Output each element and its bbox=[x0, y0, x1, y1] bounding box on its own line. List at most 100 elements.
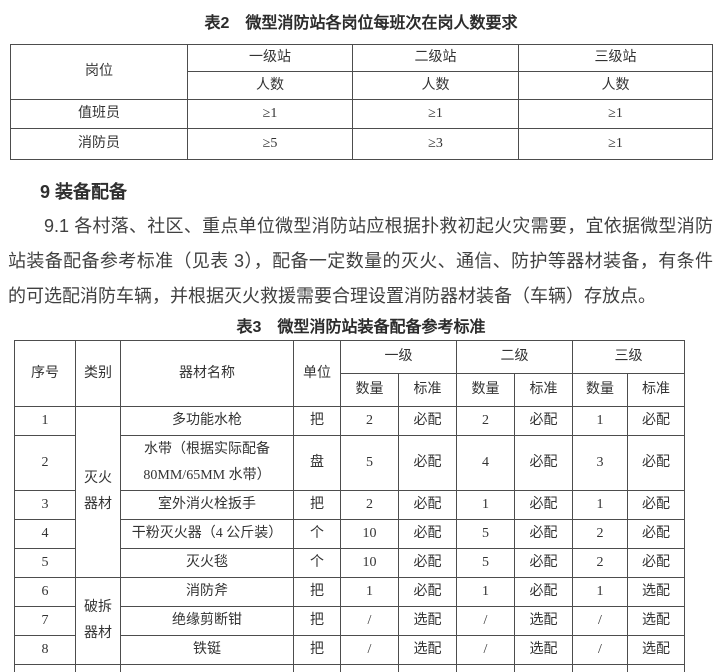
unit-cell: 把 bbox=[293, 406, 341, 436]
std-cell: 选配 bbox=[627, 606, 685, 636]
header-std: 标准 bbox=[514, 373, 573, 407]
header-post: 岗位 bbox=[10, 44, 188, 100]
staffing-header-row-2: 人数 人数 人数 bbox=[11, 71, 713, 100]
qty-cell: 1 bbox=[572, 490, 628, 520]
std-cell: 选配 bbox=[514, 606, 573, 636]
header-equipment-name: 器材名称 bbox=[120, 340, 294, 407]
category-forcible-entry: 破拆器材 bbox=[75, 577, 121, 665]
qty-cell: 1 bbox=[572, 406, 628, 436]
staffing-header-row-1: 岗位 一级站 二级站 三级站 bbox=[10, 44, 713, 100]
std-cell: 选配 bbox=[514, 635, 573, 665]
std-cell: 必配 bbox=[514, 577, 573, 607]
qty-cell: 2 bbox=[340, 490, 399, 520]
qty-cell: / bbox=[340, 606, 399, 636]
header-category: 类别 bbox=[75, 340, 121, 407]
header-qty: 数量 bbox=[340, 373, 399, 407]
empty-cell bbox=[75, 664, 121, 672]
std-cell: 必配 bbox=[514, 406, 573, 436]
std-cell: 必配 bbox=[398, 435, 457, 491]
std-cell: 必配 bbox=[627, 435, 685, 491]
seq-cell: 8 bbox=[14, 635, 76, 665]
qty-cell: / bbox=[340, 635, 399, 665]
equipment-header-row-1: 序号 类别 器材名称 单位 一级 二级 三级 bbox=[14, 340, 685, 407]
qty-cell: 10 bbox=[340, 548, 399, 578]
cell-value: ≥1 bbox=[518, 99, 713, 129]
table-row: 1 灭火器材 多功能水枪 把 2 必配 2 必配 1 必配 bbox=[14, 406, 685, 578]
unit-cell: 把 bbox=[293, 577, 341, 607]
header-level-3: 三级 bbox=[572, 340, 685, 374]
table-row: 2 水带（根据实际配备 80MM/65MM 水带） 盘 5 必配 4 必配 3 … bbox=[14, 435, 685, 491]
empty-cell bbox=[456, 664, 515, 672]
qty-cell: 4 bbox=[456, 435, 515, 491]
unit-cell: 把 bbox=[293, 606, 341, 636]
equipment-name-cell: 铁铤 bbox=[120, 635, 294, 665]
empty-cell bbox=[14, 664, 76, 672]
std-cell: 必配 bbox=[514, 519, 573, 549]
seq-cell: 3 bbox=[14, 490, 76, 520]
cell-value: ≥5 bbox=[187, 128, 353, 160]
seq-cell: 4 bbox=[14, 519, 76, 549]
header-station-2: 二级站 bbox=[352, 44, 519, 72]
qty-cell: 5 bbox=[456, 519, 515, 549]
qty-cell: 1 bbox=[340, 577, 399, 607]
table2-caption: 表2 微型消防站各岗位每班次在岗人数要求 bbox=[204, 15, 518, 32]
std-cell: 必配 bbox=[398, 577, 457, 607]
header-qty: 数量 bbox=[456, 373, 515, 407]
std-cell: 必配 bbox=[514, 548, 573, 578]
std-cell: 必配 bbox=[627, 406, 685, 436]
equipment-name-cell: 干粉灭火器（4 公斤装） bbox=[120, 519, 294, 549]
staffing-table: 岗位 一级站 二级站 三级站 人数 人数 人数 值班员 ≥1 ≥1 ≥1 消防员… bbox=[10, 44, 713, 160]
seq-cell: 2 bbox=[14, 435, 76, 491]
qty-cell: 1 bbox=[456, 490, 515, 520]
qty-cell: 1 bbox=[456, 577, 515, 607]
seq-cell: 1 bbox=[14, 406, 76, 436]
qty-cell: / bbox=[456, 606, 515, 636]
qty-cell: / bbox=[572, 606, 628, 636]
std-cell: 必配 bbox=[398, 406, 457, 436]
qty-cell: 1 bbox=[572, 577, 628, 607]
qty-cell: 2 bbox=[456, 406, 515, 436]
cell-value: ≥3 bbox=[352, 128, 519, 160]
std-cell: 必配 bbox=[514, 435, 573, 491]
qty-cell: 5 bbox=[456, 548, 515, 578]
std-cell: 选配 bbox=[627, 577, 685, 607]
clipped-next-row bbox=[14, 664, 685, 672]
unit-cell: 把 bbox=[293, 490, 341, 520]
unit-cell: 把 bbox=[293, 635, 341, 665]
header-people-count: 人数 bbox=[352, 71, 519, 100]
qty-cell: / bbox=[572, 635, 628, 665]
empty-cell bbox=[340, 664, 399, 672]
unit-cell: 个 bbox=[293, 519, 341, 549]
unit-cell: 个 bbox=[293, 548, 341, 578]
equipment-name-cell: 消防斧 bbox=[120, 577, 294, 607]
table-row: 消防员 ≥5 ≥3 ≥1 bbox=[10, 128, 713, 160]
table3-caption: 表3 微型消防站装备配备参考标准 bbox=[236, 319, 486, 336]
seq-cell: 6 bbox=[14, 577, 76, 607]
empty-cell bbox=[293, 664, 341, 672]
header-level-1: 一级 bbox=[340, 340, 457, 374]
qty-cell: 2 bbox=[340, 406, 399, 436]
header-seq: 序号 bbox=[14, 340, 76, 407]
qty-cell: 5 bbox=[340, 435, 399, 491]
std-cell: 选配 bbox=[627, 635, 685, 665]
equipment-name-cell: 室外消火栓扳手 bbox=[120, 490, 294, 520]
section-heading: 9 装备配备 bbox=[40, 182, 128, 202]
empty-cell bbox=[627, 664, 685, 672]
equipment-header-row-2: 数量 标准 数量 标准 数量 标准 bbox=[15, 373, 685, 407]
std-cell: 必配 bbox=[398, 548, 457, 578]
equipment-name-cell: 绝缘剪断钳 bbox=[120, 606, 294, 636]
empty-cell bbox=[120, 664, 294, 672]
equipment-name-cell: 水带（根据实际配备 80MM/65MM 水带） bbox=[120, 435, 294, 491]
section-paragraph: 9.1 各村落、社区、重点单位微型消防站应根据扑救初起火灾需要，宜依据微型消防站… bbox=[8, 216, 713, 306]
table-row: 3 室外消火栓扳手 把 2 必配 1 必配 1 必配 bbox=[14, 490, 685, 520]
equipment-name-cell: 灭火毯 bbox=[120, 548, 294, 578]
post-name: 消防员 bbox=[10, 128, 188, 160]
table-row: 7 绝缘剪断钳 把 / 选配 / 选配 / 选配 bbox=[14, 606, 685, 636]
std-cell: 必配 bbox=[627, 548, 685, 578]
empty-cell bbox=[572, 664, 628, 672]
category-firefighting: 灭火器材 bbox=[75, 406, 121, 578]
equipment-table: 序号 类别 器材名称 单位 一级 二级 三级 数量 标准 数量 标准 数量 标准… bbox=[14, 340, 685, 672]
qty-cell: / bbox=[456, 635, 515, 665]
std-cell: 必配 bbox=[514, 490, 573, 520]
